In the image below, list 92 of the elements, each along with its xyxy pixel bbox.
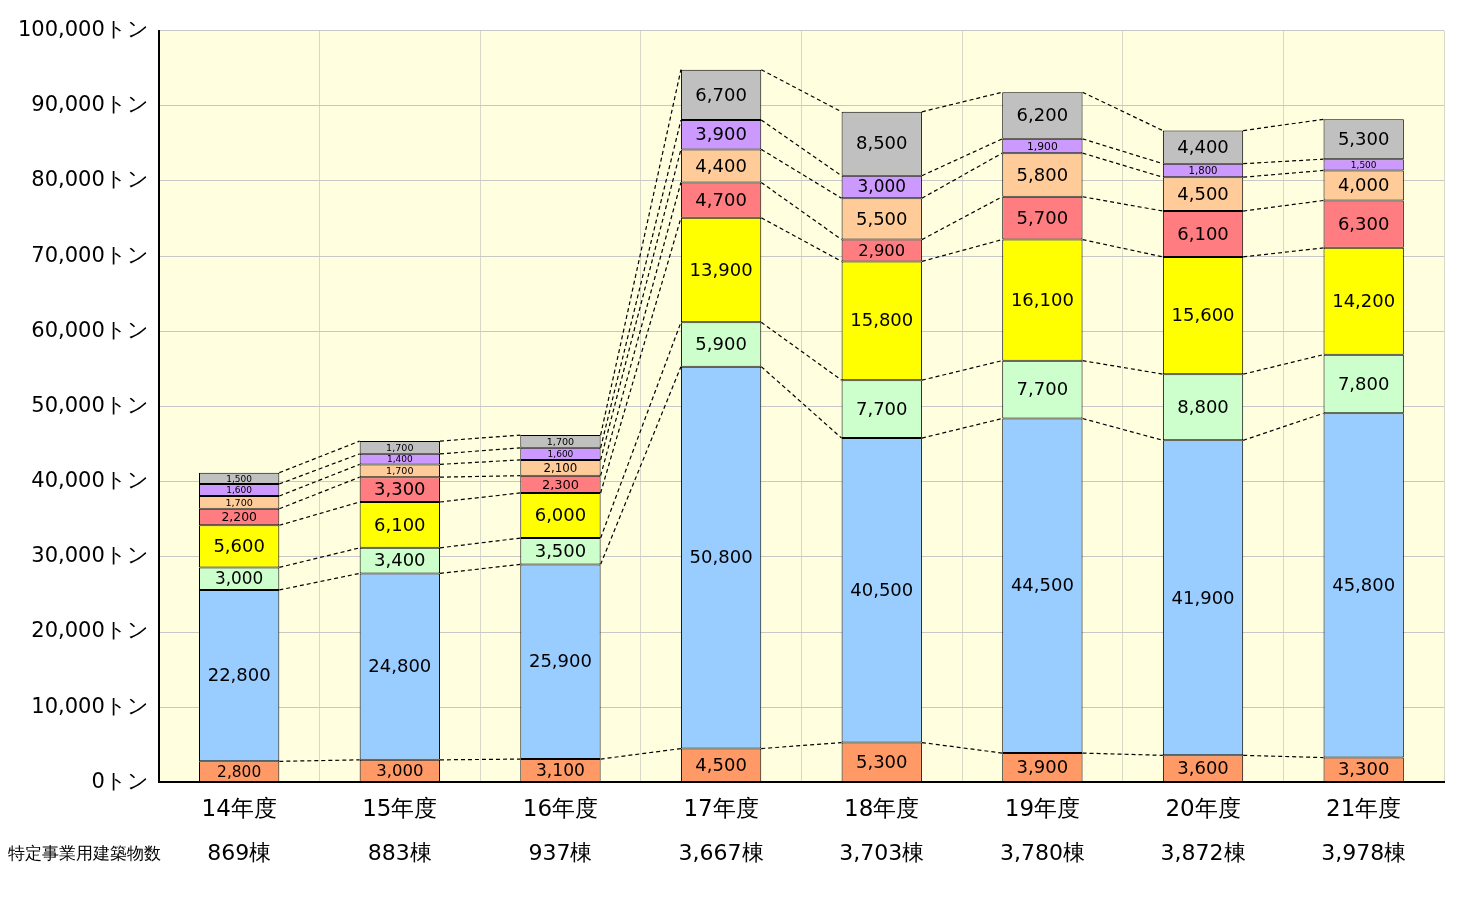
data-label: 7,700 (855, 397, 908, 419)
data-label: 3,300 (374, 478, 426, 500)
data-label: 5,300 (855, 750, 908, 772)
x-tick-label: 18年度 (844, 795, 920, 822)
y-tick-label: 80,000トン (31, 167, 149, 192)
data-label: 6,700 (695, 83, 747, 105)
data-label: 1,400 (386, 454, 413, 465)
data-label: 3,900 (1016, 756, 1069, 778)
x-tick-label: 21年度 (1326, 795, 1402, 822)
x-tick-label: 17年度 (683, 795, 759, 822)
y-tick-label: 0トン (91, 768, 149, 793)
data-label: 5,900 (695, 333, 747, 355)
data-label: 3,400 (374, 549, 426, 571)
data-label: 1,500 (226, 473, 253, 484)
data-label: 7,800 (1337, 372, 1390, 394)
data-label: 5,700 (1016, 206, 1069, 228)
data-label: 1,700 (225, 496, 253, 508)
text: 3,667棟 (678, 840, 764, 866)
y-tick-label: 40,000トン (31, 468, 149, 493)
text: 3,872棟 (1160, 840, 1246, 866)
y-tick-label: 20,000トン (31, 618, 149, 643)
x-tick-label: 14年度 (201, 795, 277, 822)
y-tick-label: 70,000トン (31, 242, 149, 267)
data-label: 3,000 (376, 761, 424, 781)
data-label: 6,000 (534, 504, 587, 526)
data-label: 5,800 (1016, 163, 1069, 185)
data-label: 2,200 (221, 509, 258, 525)
data-label: 6,100 (1177, 222, 1229, 244)
data-label: 6,200 (1016, 104, 1069, 126)
data-label: 13,900 (689, 258, 753, 280)
data-label: 3,000 (214, 568, 264, 589)
data-label: 2,300 (541, 476, 579, 492)
data-label: 5,500 (855, 207, 908, 229)
data-label: 3,000 (857, 176, 906, 197)
data-label: 3,600 (1177, 757, 1229, 779)
data-label: 16,100 (1010, 288, 1074, 310)
text: 3,780棟 (999, 840, 1085, 866)
data-label: 5,600 (213, 535, 265, 557)
data-label: 3,500 (534, 539, 587, 561)
data-label: 4,400 (1177, 135, 1229, 157)
data-label: 4,700 (695, 188, 747, 210)
data-label: 2,900 (858, 240, 906, 260)
data-label: 1,500 (1350, 160, 1377, 171)
data-label: 7,700 (1016, 378, 1069, 400)
data-label: 4,400 (695, 154, 747, 176)
data-label: 1,900 (1027, 139, 1058, 153)
data-label: 25,900 (528, 650, 592, 672)
data-label: 3,300 (1337, 758, 1390, 780)
data-label: 8,800 (1177, 395, 1229, 417)
data-label: 6,300 (1337, 212, 1390, 234)
data-label: 3,900 (695, 123, 747, 145)
data-label: 45,800 (1332, 574, 1396, 596)
data-label: 2,800 (217, 762, 262, 781)
text: 3,703棟 (839, 840, 925, 866)
y-tick-label: 60,000トン (31, 317, 149, 342)
text: 937棟 (528, 840, 593, 866)
data-label: 4,500 (695, 753, 747, 775)
data-label: 3,100 (535, 759, 585, 780)
data-label: 1,600 (547, 449, 574, 460)
text: 883棟 (367, 840, 432, 866)
data-label: 1,800 (1188, 165, 1218, 177)
x-tick-label: 19年度 (1004, 795, 1081, 822)
data-label: 8,500 (855, 132, 908, 154)
data-label: 41,900 (1171, 586, 1235, 608)
data-label: 1,700 (386, 465, 414, 477)
y-tick-label: 50,000トン (31, 392, 149, 417)
data-label: 24,800 (368, 655, 432, 677)
data-label: 40,500 (850, 578, 914, 600)
data-label: 5,300 (1337, 127, 1390, 149)
data-label: 1,700 (386, 441, 414, 453)
text: 3,978棟 (1321, 840, 1407, 866)
data-label: 2,100 (543, 460, 578, 475)
x-tick-label: 16年度 (522, 795, 599, 822)
data-label: 6,100 (374, 513, 426, 535)
data-label: 15,600 (1171, 304, 1235, 326)
y-tick-label: 90,000トン (31, 92, 149, 117)
data-label: 1,600 (226, 485, 253, 496)
y-tick-label: 30,000トン (31, 543, 149, 568)
text: 869棟 (207, 840, 272, 866)
x-tick-label: 15年度 (362, 795, 438, 822)
data-label: 1,700 (546, 435, 575, 447)
data-label: 14,200 (1332, 289, 1396, 311)
data-label: 4,500 (1177, 182, 1229, 204)
text: 特定事業用建築物数 (8, 842, 161, 863)
data-label: 22,800 (207, 664, 271, 686)
data-label: 50,800 (689, 546, 753, 568)
y-tick-label: 10,000トン (31, 693, 149, 718)
data-label: 15,800 (850, 309, 914, 331)
data-label: 4,000 (1337, 174, 1390, 196)
data-label: 44,500 (1010, 574, 1074, 596)
x-tick-label: 20年度 (1165, 795, 1241, 822)
y-tick-label: 100,000トン (18, 17, 149, 42)
